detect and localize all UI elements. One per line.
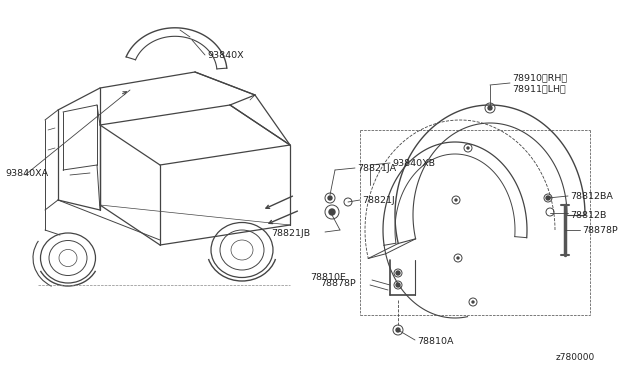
Circle shape bbox=[328, 196, 332, 200]
Text: 78810E: 78810E bbox=[310, 273, 346, 282]
Text: 78878P: 78878P bbox=[320, 279, 356, 289]
Circle shape bbox=[457, 257, 459, 259]
Text: 93840XA: 93840XA bbox=[5, 169, 48, 177]
Text: 78812B: 78812B bbox=[570, 211, 606, 219]
Text: 78821J: 78821J bbox=[362, 196, 395, 205]
Text: 78812BA: 78812BA bbox=[570, 192, 613, 201]
Text: 78910〈RH〉: 78910〈RH〉 bbox=[512, 74, 567, 83]
Circle shape bbox=[329, 209, 335, 215]
Text: 78821JA: 78821JA bbox=[357, 164, 396, 173]
Circle shape bbox=[396, 271, 400, 275]
Text: z780000: z780000 bbox=[556, 353, 595, 362]
Circle shape bbox=[472, 301, 474, 303]
Text: 78810A: 78810A bbox=[417, 337, 454, 346]
Text: 93840XB: 93840XB bbox=[392, 158, 435, 167]
Circle shape bbox=[455, 199, 457, 201]
Circle shape bbox=[546, 196, 550, 200]
Circle shape bbox=[396, 283, 400, 287]
Text: 78911〈LH〉: 78911〈LH〉 bbox=[512, 84, 566, 93]
Circle shape bbox=[467, 147, 469, 149]
Text: 78878P: 78878P bbox=[582, 225, 618, 234]
Text: 78821JB: 78821JB bbox=[271, 228, 310, 237]
Text: 93840X: 93840X bbox=[207, 51, 244, 60]
Circle shape bbox=[488, 106, 492, 110]
Circle shape bbox=[396, 328, 400, 332]
